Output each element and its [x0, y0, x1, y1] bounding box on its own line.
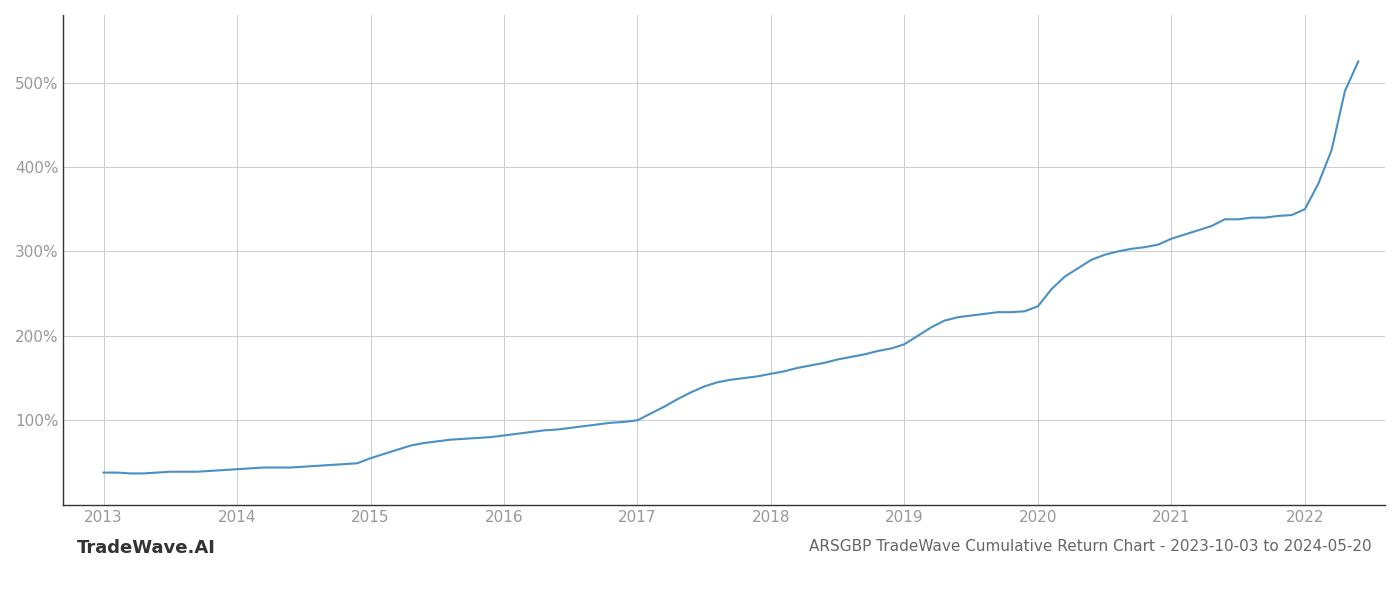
Text: ARSGBP TradeWave Cumulative Return Chart - 2023-10-03 to 2024-05-20: ARSGBP TradeWave Cumulative Return Chart…: [809, 539, 1372, 554]
Text: TradeWave.AI: TradeWave.AI: [77, 539, 216, 557]
